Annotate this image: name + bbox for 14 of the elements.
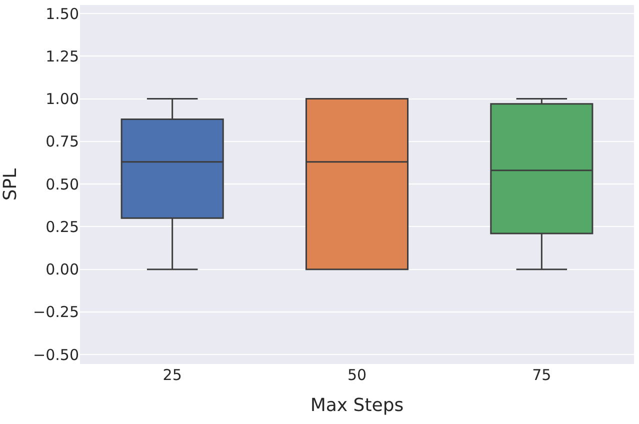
y-tick-label: −0.50	[33, 346, 79, 364]
x-tick-label: 25	[162, 366, 182, 384]
y-tick-label: 1.00	[46, 90, 79, 108]
x-axis-title: Max Steps	[310, 395, 404, 416]
y-axis-title: SPL	[0, 168, 21, 201]
y-tick-label: 1.50	[46, 4, 79, 23]
y-tick-label: 0.00	[46, 260, 79, 279]
y-tick-label: 0.25	[46, 218, 79, 236]
x-tick-label: 75	[532, 366, 552, 384]
y-tick-label: −0.25	[33, 303, 79, 322]
y-tick-label: 1.25	[46, 47, 79, 66]
y-tick-label: 0.50	[46, 175, 79, 194]
y-tick-label: 0.75	[46, 132, 79, 151]
x-tick-label: 50	[347, 366, 367, 384]
